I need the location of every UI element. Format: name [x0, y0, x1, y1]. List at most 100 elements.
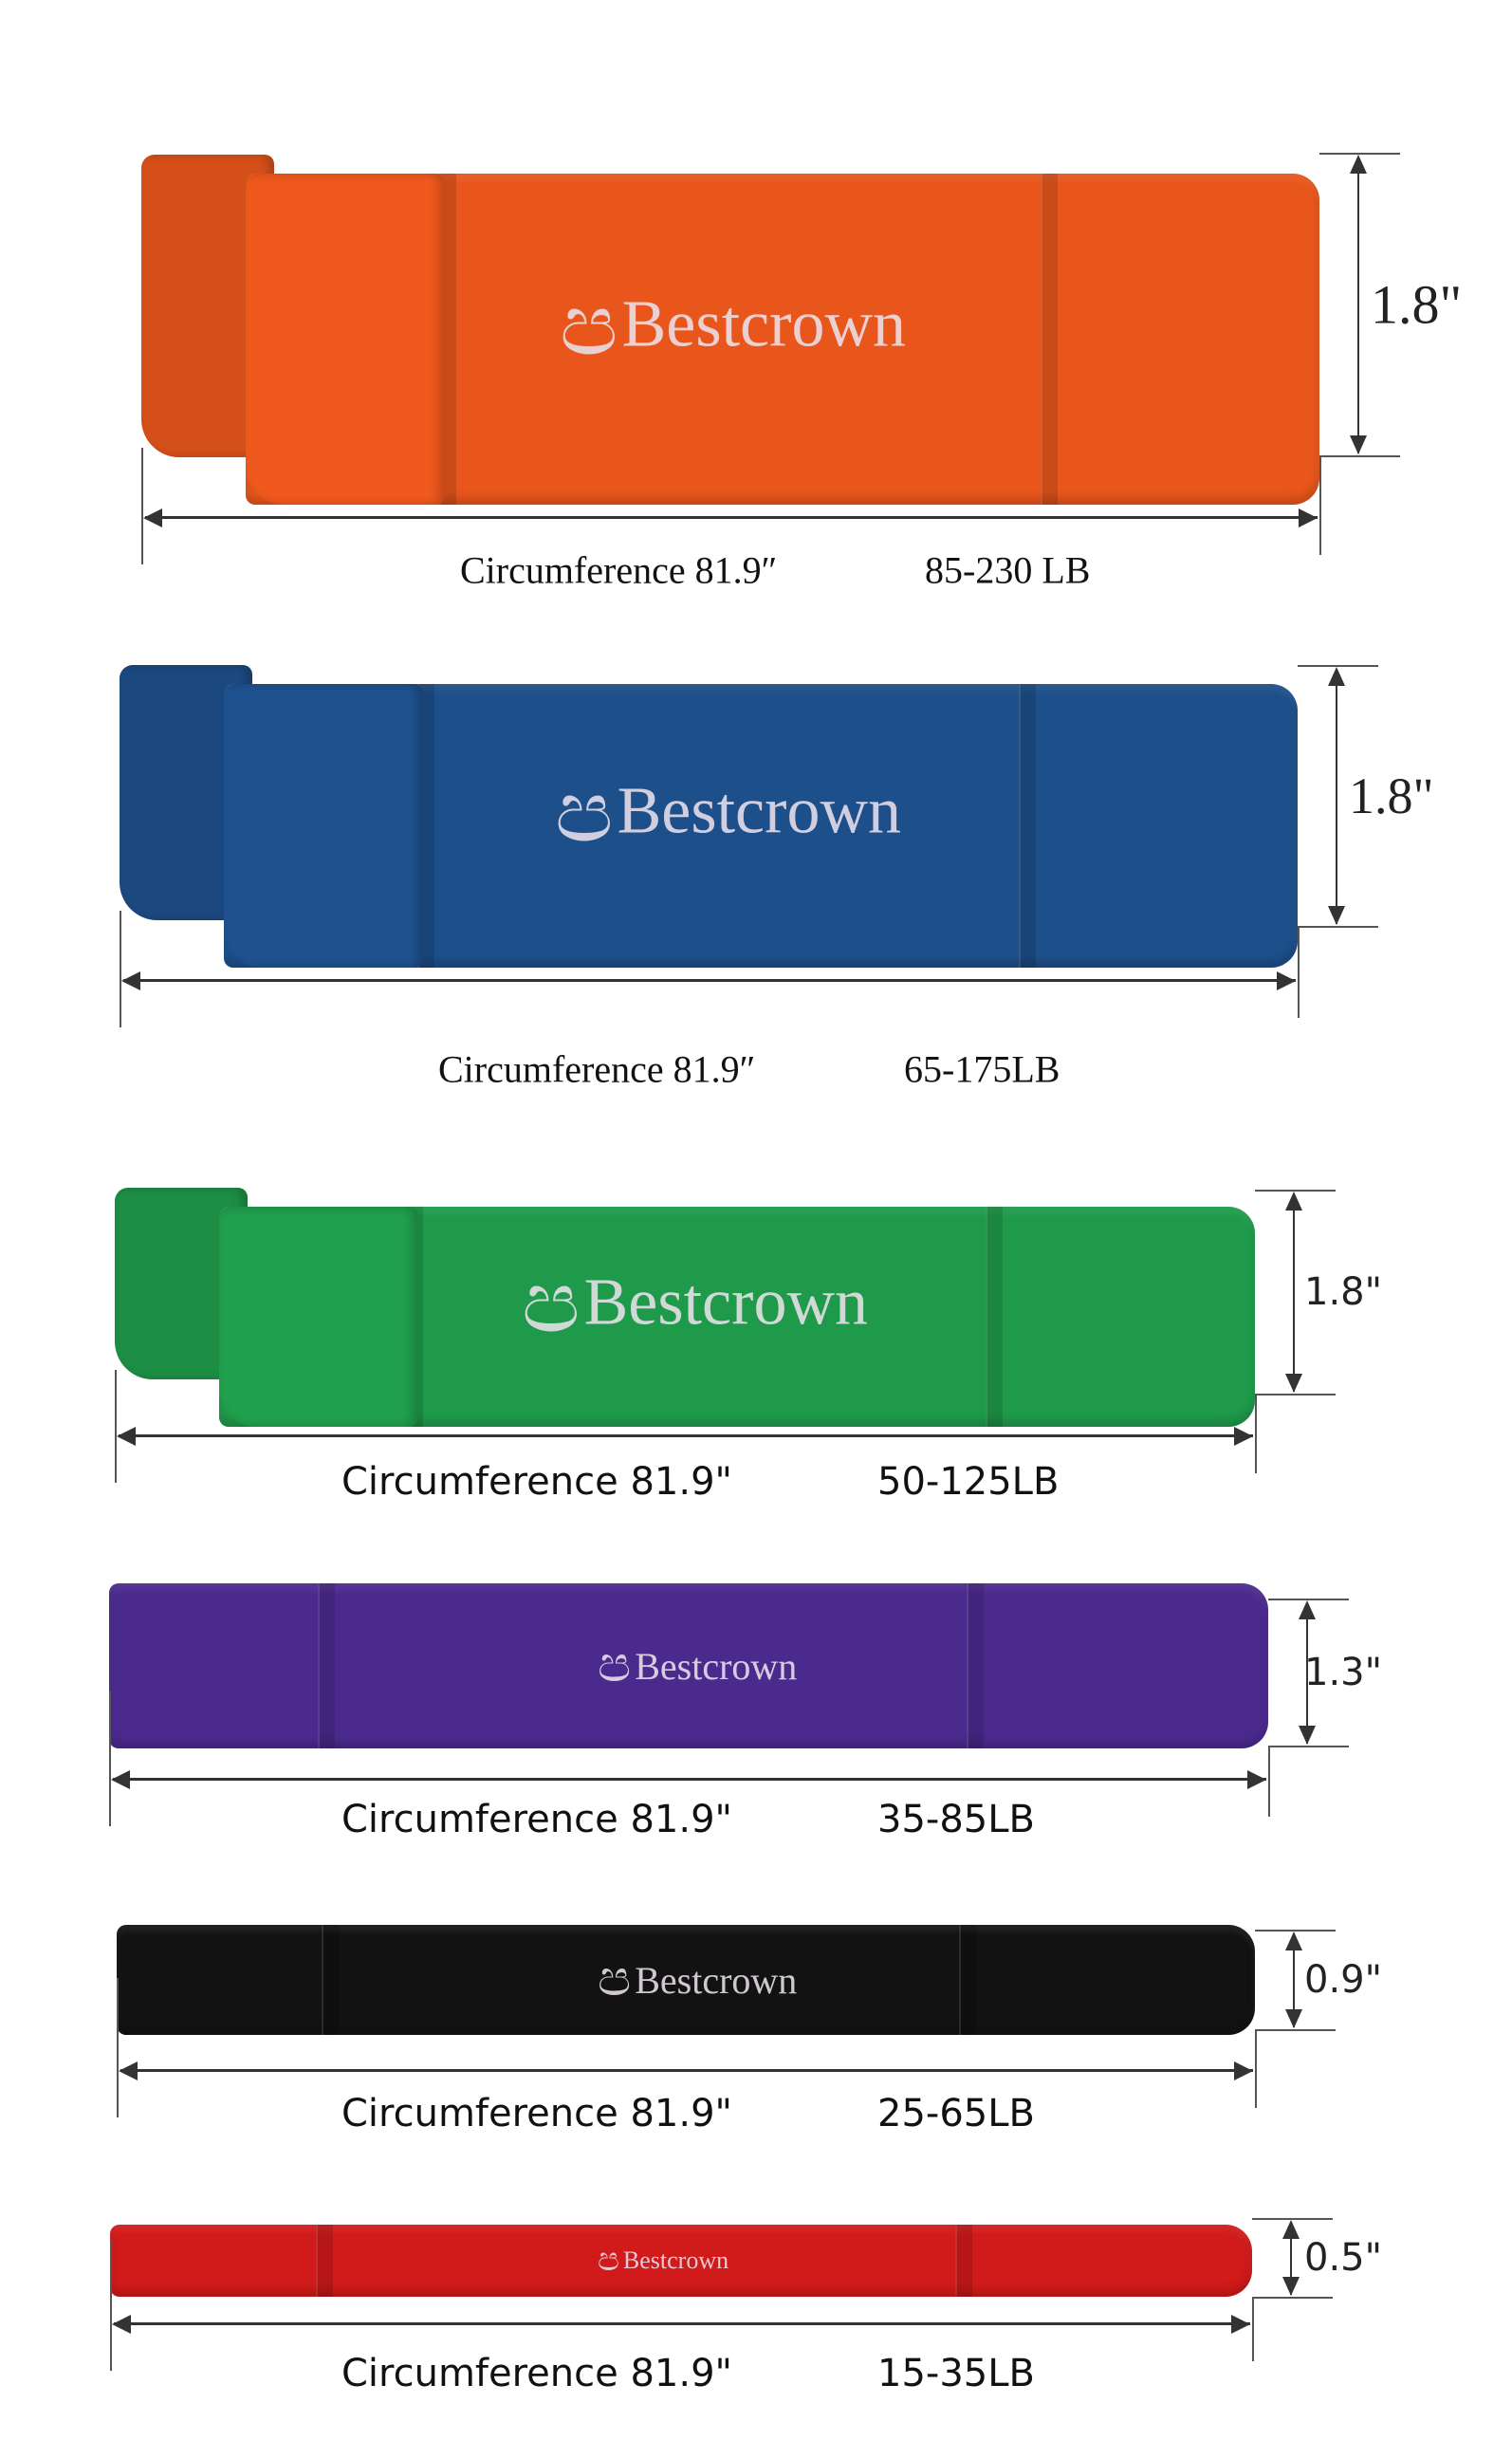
dimension-tick	[1255, 1394, 1336, 1396]
band-clip	[986, 1207, 1004, 1427]
band-width-label: 1.8"	[1371, 273, 1463, 335]
arrow-left-icon	[121, 971, 140, 990]
band-clip	[1040, 174, 1058, 505]
dimension-tick	[1255, 2029, 1257, 2108]
height-dimension-line	[1336, 669, 1337, 924]
dimension-tick	[120, 911, 121, 1027]
arrow-right-icon	[1247, 1770, 1266, 1789]
arrow-left-icon	[117, 1427, 136, 1446]
brand-logo-icon: ප	[555, 764, 614, 860]
circumference-dimension-line	[120, 2069, 1253, 2072]
dimension-tick	[1255, 1190, 1336, 1192]
resistance-label: 25-65LB	[877, 2092, 1035, 2135]
brand-logo-icon: ප	[598, 1952, 632, 2006]
resistance-band-6	[110, 2225, 1252, 2297]
resistance-label: 15-35LB	[877, 2352, 1035, 2395]
brand-logo: ප Bestcrown	[560, 282, 906, 368]
brand-logo: ප Bestcrown	[522, 1260, 868, 1346]
band-clip	[967, 1583, 985, 1748]
dimension-tick	[141, 448, 143, 564]
circumference-dimension-line	[113, 1778, 1266, 1781]
dimension-tick	[1255, 1394, 1257, 1473]
arrow-left-icon	[111, 1770, 130, 1789]
resistance-band-4	[109, 1583, 1268, 1748]
dimension-tick	[1319, 153, 1400, 155]
arrow-up-icon	[1285, 1192, 1302, 1211]
dimension-tick	[1252, 2218, 1333, 2220]
height-dimension-line	[1306, 1602, 1308, 1744]
circumference-label: Circumference 81.9″	[460, 548, 778, 592]
dimension-tick	[1298, 926, 1378, 928]
band-folded-end-front	[246, 174, 445, 505]
circumference-label: Circumference 81.9"	[341, 2352, 732, 2395]
arrow-up-icon	[1282, 2220, 1300, 2239]
band-clip	[954, 2225, 972, 2297]
band-width-label: 0.9"	[1304, 1957, 1383, 2002]
dimension-tick	[1319, 455, 1321, 555]
dimension-tick	[1252, 2297, 1333, 2299]
circumference-dimension-line	[119, 1434, 1253, 1437]
resistance-label: 65-175LB	[904, 1047, 1060, 1091]
dimension-tick	[117, 1978, 119, 2117]
height-dimension-line	[1293, 1193, 1295, 1392]
brand-logo: ප Bestcrown	[598, 1641, 797, 1691]
brand-logo-text: Bestcrown	[617, 774, 901, 848]
brand-logo: ප Bestcrown	[555, 768, 901, 855]
brand-logo-text: Bestcrown	[583, 1266, 868, 1339]
band-clip	[322, 1925, 339, 2035]
brand-logo-icon: ප	[522, 1254, 581, 1351]
resistance-label: 50-125LB	[877, 1460, 1060, 1504]
band-clip	[1018, 684, 1036, 968]
band-folded-end-front	[224, 684, 423, 968]
circumference-dimension-line	[123, 979, 1296, 982]
band-folded-end-front	[219, 1207, 418, 1427]
arrow-up-icon	[1350, 155, 1367, 174]
arrow-up-icon	[1328, 667, 1345, 686]
resistance-label: 85-230 LB	[925, 548, 1091, 592]
brand-logo-icon: ප	[598, 1638, 632, 1692]
brand-logo-text: Bestcrown	[621, 287, 906, 361]
band-width-label: 1.8"	[1304, 1269, 1383, 1314]
arrow-left-icon	[112, 2315, 131, 2334]
arrow-left-icon	[119, 2061, 138, 2080]
arrow-up-icon	[1285, 1932, 1302, 1950]
circumference-label: Circumference 81.9″	[438, 1047, 756, 1091]
circumference-label: Circumference 81.9"	[341, 2092, 732, 2135]
dimension-tick	[1268, 1746, 1270, 1817]
band-clip	[317, 1583, 335, 1748]
dimension-tick	[1268, 1746, 1349, 1747]
dimension-tick	[1319, 455, 1400, 457]
dimension-tick	[1298, 926, 1300, 1018]
dimension-tick	[1255, 1930, 1336, 1932]
arrow-down-icon	[1350, 435, 1367, 454]
circumference-label: Circumference 81.9"	[341, 1798, 732, 1841]
brand-logo: ප Bestcrown	[598, 1955, 797, 2005]
resistance-label: 35-85LB	[877, 1798, 1035, 1841]
height-dimension-line	[1357, 157, 1359, 453]
dimension-tick	[109, 1691, 111, 1826]
height-dimension-line	[1290, 2222, 1292, 2295]
band-clip	[315, 2225, 333, 2297]
arrow-right-icon	[1299, 508, 1318, 527]
dimension-tick	[1268, 1599, 1349, 1600]
brand-logo-text: Bestcrown	[635, 1644, 798, 1688]
brand-logo-icon: ප	[560, 277, 618, 373]
band-width-label: 0.5"	[1304, 2235, 1383, 2280]
arrow-right-icon	[1277, 971, 1296, 990]
dimension-tick	[1255, 2029, 1336, 2031]
circumference-dimension-line	[114, 2322, 1250, 2325]
arrow-right-icon	[1231, 2315, 1250, 2334]
arrow-right-icon	[1234, 2061, 1253, 2080]
dimension-tick	[1298, 665, 1378, 667]
brand-logo: ප Bestcrown	[598, 2245, 728, 2277]
dimension-tick	[1252, 2297, 1254, 2361]
arrow-down-icon	[1285, 2009, 1302, 2028]
brand-logo-text: Bestcrown	[622, 2246, 729, 2274]
arrow-left-icon	[143, 508, 162, 527]
arrow-down-icon	[1282, 2277, 1300, 2296]
arrow-down-icon	[1328, 906, 1345, 925]
circumference-dimension-line	[145, 516, 1318, 519]
brand-logo-text: Bestcrown	[635, 1958, 798, 2002]
resistance-band-5	[117, 1925, 1255, 2035]
dimension-tick	[110, 2240, 112, 2371]
